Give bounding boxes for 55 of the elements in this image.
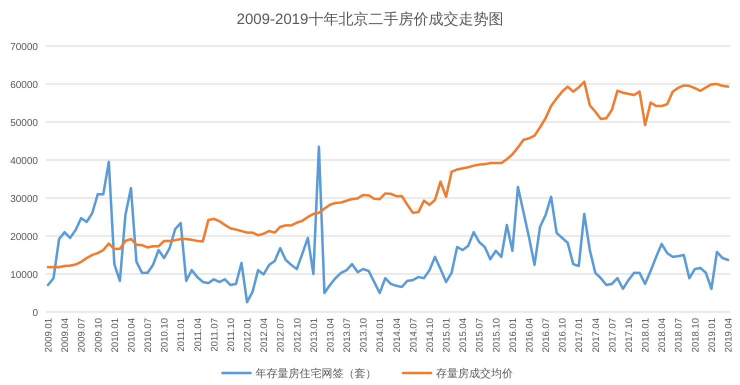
x-tick-label: 2010.10 xyxy=(160,318,171,352)
x-tick-label: 2010.07 xyxy=(143,318,154,352)
x-tick-label: 2016.01 xyxy=(508,318,519,352)
x-tick-label: 2009.04 xyxy=(60,318,72,352)
x-tick-label: 2017.04 xyxy=(590,318,602,352)
y-tick-label: 60000 xyxy=(10,80,38,91)
x-tick-label: 2014.10 xyxy=(424,318,436,352)
y-tick-label: 70000 xyxy=(10,42,38,53)
x-tick-label: 2011.01 xyxy=(176,318,188,352)
x-tick-label: 2017.10 xyxy=(624,318,635,352)
y-tick-label: 10000 xyxy=(10,270,38,281)
legend-label: 年存量房住宅网签（套） xyxy=(256,367,376,380)
x-tick-label: 2015.01 xyxy=(442,318,453,352)
x-tick-label: 2011.04 xyxy=(192,318,204,352)
x-tick-label: 2016.07 xyxy=(541,318,552,352)
x-tick-label: 2015.04 xyxy=(458,318,470,352)
x-tick-label: 2015.10 xyxy=(491,318,502,352)
x-tick-label: 2014.01 xyxy=(375,318,386,352)
x-tick-label: 2019.01 xyxy=(706,318,718,352)
y-tick-label: 0 xyxy=(32,308,38,319)
line-series xyxy=(46,145,730,304)
x-tick-label: 2012.07 xyxy=(276,318,287,352)
x-tick-label: 2015.07 xyxy=(474,318,486,352)
x-tick-label: 2013.04 xyxy=(325,318,336,352)
y-tick-label: 40000 xyxy=(10,156,38,167)
x-tick-label: 2016.10 xyxy=(558,318,569,352)
y-tick-label: 20000 xyxy=(10,232,38,243)
x-tick-label: 2018.04 xyxy=(657,318,668,352)
chart-title: 2009-2019十年北京二手房价成交走势图 xyxy=(236,11,504,28)
x-tick-label: 2016.04 xyxy=(524,318,536,352)
x-tick-label: 2014.07 xyxy=(408,318,420,352)
x-tick-label: 2011.10 xyxy=(226,318,237,352)
x-tick-label: 2013.10 xyxy=(358,318,370,352)
x-tick-label: 2018.01 xyxy=(640,318,652,352)
y-tick-label: 50000 xyxy=(10,118,38,129)
x-tick-label: 2017.01 xyxy=(574,318,586,352)
x-tick-label: 2010.01 xyxy=(110,318,121,352)
x-tick-label: 2014.04 xyxy=(392,318,403,352)
x-tick-label: 2009.10 xyxy=(93,318,104,352)
x-tick-label: 2009.01 xyxy=(44,318,54,352)
x-tick-label: 2018.07 xyxy=(674,318,685,352)
x-tick-label: 2009.07 xyxy=(76,318,88,352)
legend-label: 存量房成交均价 xyxy=(436,367,513,380)
x-tick-label: 2019.04 xyxy=(724,318,734,352)
x-tick-label: 2010.04 xyxy=(126,318,138,352)
x-tick-label: 2012.04 xyxy=(259,318,270,352)
x-tick-label: 2017.07 xyxy=(607,318,618,352)
x-tick-label: 2018.10 xyxy=(690,318,702,352)
x-tick-label: 2012.01 xyxy=(242,318,254,352)
x-tick-label: 2012.10 xyxy=(292,318,304,352)
line-series xyxy=(46,80,730,268)
x-tick-label: 2011.07 xyxy=(209,318,220,352)
x-tick-label: 2013.01 xyxy=(308,318,320,352)
x-tick-label: 2013.07 xyxy=(342,318,354,352)
y-tick-label: 30000 xyxy=(10,194,38,205)
